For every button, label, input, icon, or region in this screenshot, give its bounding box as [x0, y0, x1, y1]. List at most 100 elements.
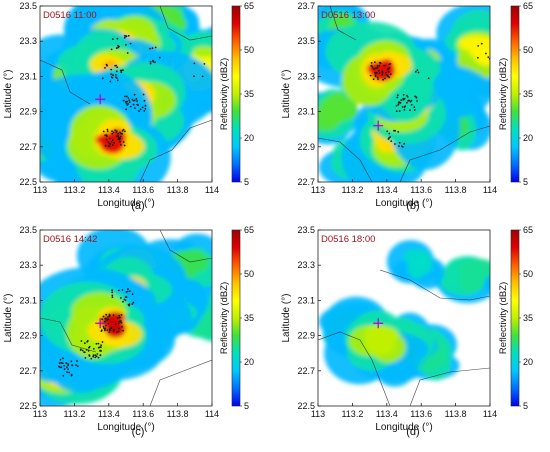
- lightning-point: [193, 62, 196, 65]
- x-axis-label: Longitude (°): [375, 422, 432, 433]
- lightning-point: [385, 73, 388, 76]
- lightning-point: [378, 72, 381, 74]
- lightning-point: [88, 355, 91, 357]
- lightning-point: [154, 61, 156, 64]
- boundary-line: [40, 317, 97, 353]
- lightning-point: [136, 100, 139, 103]
- lightning-point: [126, 104, 129, 106]
- lightning-point: [106, 128, 109, 131]
- y-tick-label: 23.7: [297, 1, 315, 11]
- x-axis-label: Longitude (°): [97, 422, 154, 433]
- reflectivity-field: [318, 240, 490, 406]
- lightning-point: [110, 73, 113, 76]
- lightning-point: [477, 56, 479, 59]
- lightning-point: [102, 130, 105, 133]
- lightning-point: [101, 341, 104, 343]
- lightning-point: [84, 357, 87, 359]
- lightning-point: [122, 300, 124, 303]
- colorbar-tick-label: 20: [523, 357, 533, 367]
- y-tick-label: 22.9: [19, 331, 37, 341]
- lightning-point: [143, 99, 146, 102]
- lightning-point: [88, 345, 91, 348]
- lightning-point: [120, 132, 123, 135]
- lightning-point: [62, 374, 65, 377]
- lightning-point: [110, 141, 113, 143]
- colorbar: 5 20 35 50 65 Reflectivity (dBZ): [219, 1, 254, 187]
- colorbar-tick-label: 20: [523, 133, 533, 143]
- lightning-point: [395, 105, 398, 107]
- lightning-point: [397, 103, 400, 106]
- lightning-point: [112, 314, 115, 317]
- radar-panel-b: D0516 13:00 113 113.2 113.4 113.6 113.8 114 22.…: [281, 1, 533, 212]
- lightning-point: [144, 107, 147, 110]
- lightning-point: [397, 101, 400, 103]
- lightning-point: [125, 102, 128, 105]
- lightning-point: [96, 353, 99, 355]
- lightning-point: [107, 141, 110, 143]
- lightning-point: [487, 56, 490, 58]
- lightning-point: [388, 137, 390, 139]
- lightning-point: [108, 314, 111, 317]
- colorbar-tick-label: 35: [523, 313, 533, 323]
- lightning-point: [124, 100, 127, 103]
- lightning-point: [378, 61, 381, 64]
- lightning-point: [397, 131, 400, 133]
- lightning-point: [410, 99, 413, 102]
- lightning-point: [396, 96, 399, 99]
- lightning-point: [144, 104, 147, 107]
- radar-site-marker: [373, 318, 384, 329]
- lightning-point: [122, 128, 125, 131]
- lightning-point: [123, 144, 126, 147]
- lightning-point: [116, 331, 118, 333]
- lightning-point: [113, 328, 115, 331]
- lightning-point: [386, 130, 389, 133]
- lightning-point: [70, 360, 73, 363]
- lightning-point: [63, 364, 66, 367]
- panel-caption: (d): [406, 426, 419, 438]
- lightning-point: [387, 75, 389, 78]
- lightning-point: [107, 316, 109, 318]
- lightning-point: [410, 103, 413, 106]
- x-tick-label: 113.6: [410, 185, 432, 195]
- plot-frame: [39, 5, 213, 183]
- colorbar-tick-label: 35: [244, 89, 254, 99]
- lightning-point: [388, 132, 391, 135]
- lightning-point: [65, 362, 68, 364]
- lightning-point: [406, 101, 408, 104]
- echo-cell: [100, 132, 116, 145]
- lightning-point: [401, 145, 403, 148]
- radar-site-marker: [95, 318, 106, 329]
- x-tick-label: 113.8: [445, 409, 467, 419]
- lightning-point: [117, 330, 120, 333]
- lightning-point: [120, 321, 123, 324]
- boundary-line: [40, 59, 91, 105]
- lightning-point: [127, 97, 130, 99]
- lightning-point: [125, 108, 127, 111]
- admin-boundaries: [40, 6, 212, 182]
- lightning-point: [377, 69, 380, 72]
- lightning-point: [406, 94, 408, 97]
- lightning-point: [121, 130, 124, 132]
- lightning-point: [480, 42, 483, 45]
- lightning-point: [416, 100, 418, 102]
- lightning-point: [92, 354, 95, 356]
- x-tick-label: 113: [33, 409, 47, 419]
- y-axis-label: Latitude (°): [281, 293, 292, 342]
- y-tick-label: 22.5: [297, 401, 315, 411]
- lightning-point: [108, 142, 111, 145]
- lightning-point: [149, 47, 151, 50]
- panel-caption: (c): [132, 426, 145, 438]
- lightning-point: [370, 62, 373, 64]
- y-tick-label: 23.3: [19, 260, 37, 270]
- x-tick-label: 114: [205, 409, 219, 419]
- y-tick-label: 22.9: [19, 107, 37, 117]
- lightning-point: [117, 46, 120, 49]
- lightning-point: [97, 356, 100, 359]
- lightning-point: [70, 374, 73, 377]
- colorbar-tick-label: 20: [244, 357, 254, 367]
- lightning-point: [111, 130, 113, 133]
- lightning-point: [120, 314, 123, 316]
- lightning-point: [389, 73, 392, 75]
- lightning-point: [105, 63, 108, 66]
